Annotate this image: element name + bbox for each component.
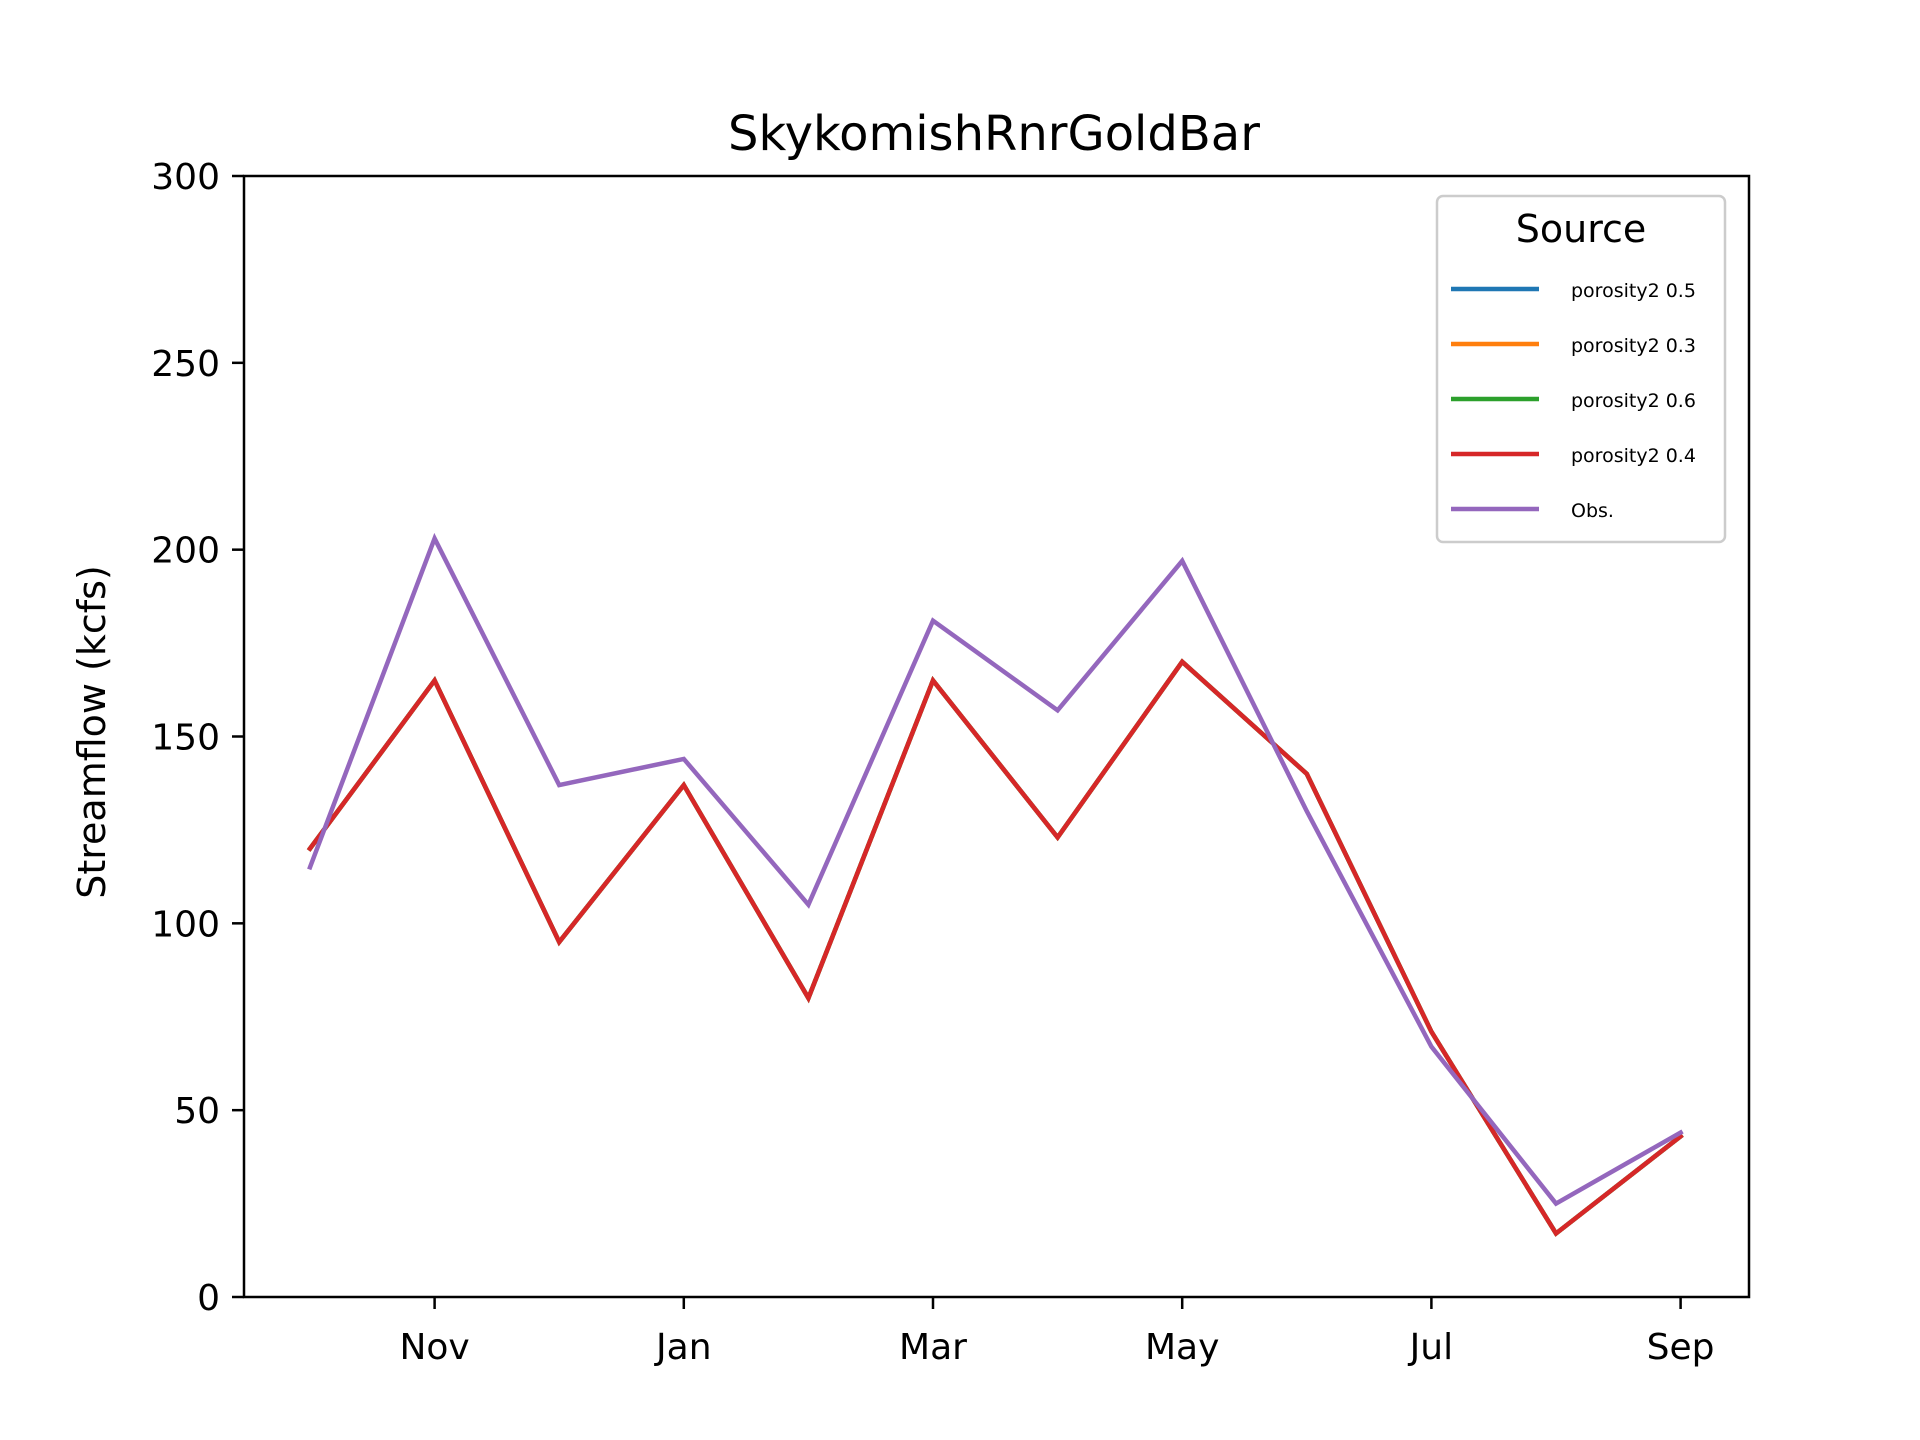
series-line-obs [307,532,1684,1207]
y-tick-label: 200 [151,531,220,572]
series-line-porosity2-0-3 [306,658,1684,1237]
y-tick-label: 0 [197,1278,220,1319]
x-tick-label: May [1145,1327,1219,1368]
series-line-porosity2-0-4 [306,658,1684,1237]
x-tick-label: Jan [654,1327,712,1368]
series-line-porosity2-0-6 [306,658,1684,1237]
plot-frame [242,174,1751,1299]
x-tick-label: Mar [899,1327,967,1368]
y-tick-label: 300 [151,157,220,198]
chart-title: SkykomishRnrGoldBar [728,106,1260,162]
x-tick-label: Nov [399,1327,469,1368]
legend-label: porosity2 0.4 [1571,445,1696,467]
x-tick-label: Sep [1647,1327,1715,1368]
legend-label: porosity2 0.3 [1571,335,1696,357]
series-line-porosity2-0-5 [306,658,1684,1237]
y-tick-label: 100 [151,904,220,945]
legend-label: Obs. [1571,500,1614,522]
plot-area: 0 50 100 150 200 250 300 Nov Jan Mar May Jul Sep [151,157,1714,1368]
y-tick-label: 50 [174,1091,220,1132]
legend-label: porosity2 0.6 [1571,390,1696,412]
x-tick-label: Jul [1408,1327,1453,1368]
legend: Source porosity2 0.5 porosity2 0.3 porosity… [1435,194,1727,544]
y-tick-label: 150 [151,718,220,759]
y-tick-label: 250 [151,344,220,385]
legend-title: Source [1516,207,1647,251]
y-axis-label: Streamflow (kcfs) [70,565,114,899]
legend-label: porosity2 0.5 [1571,280,1696,302]
